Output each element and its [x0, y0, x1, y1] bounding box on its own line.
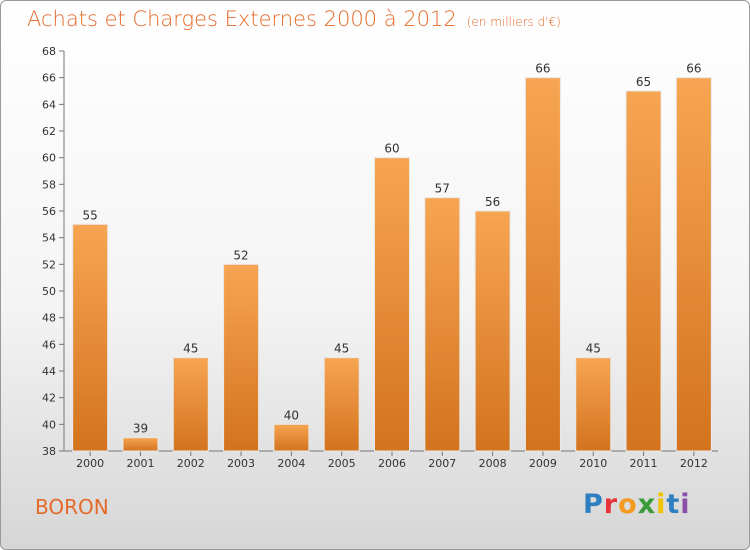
y-tick-label: 38: [42, 445, 56, 458]
data-label-2004: 40: [284, 408, 299, 422]
data-label-2011: 65: [636, 75, 651, 89]
data-label-2000: 55: [83, 208, 98, 222]
data-label-2007: 57: [435, 182, 450, 196]
bar-2012: [675, 77, 712, 452]
x-tick-label-2011: 2011: [630, 457, 658, 470]
y-tick-label: 40: [42, 418, 56, 431]
bar-2006: [374, 157, 410, 452]
commune-name: BORON: [35, 495, 109, 519]
bar-2009: [524, 77, 561, 452]
x-tick-label-2009: 2009: [529, 457, 557, 470]
chart-title: Achats et Charges Externes 2000 à 2012 (e…: [27, 7, 561, 31]
data-label-2003: 52: [233, 248, 248, 262]
data-label-2012: 66: [686, 62, 701, 76]
x-tick-label-2007: 2007: [428, 457, 456, 470]
data-label-2009: 66: [535, 62, 550, 76]
logo-letter: P: [583, 489, 604, 520]
logo-letter: r: [603, 489, 619, 520]
bar-2011: [625, 90, 662, 452]
chart-title-text: Achats et Charges Externes 2000 à 2012: [27, 7, 457, 31]
logo-letter: i: [680, 489, 691, 520]
bar-2000: [72, 223, 109, 452]
y-tick-label: 62: [42, 125, 56, 138]
y-tick-label: 60: [42, 152, 56, 165]
data-label-2006: 60: [384, 142, 399, 156]
x-tick-label-2008: 2008: [479, 457, 507, 470]
x-tick-label-2001: 2001: [126, 457, 154, 470]
bar-2002: [172, 357, 209, 452]
data-labels: 55 39 45 52 40 45 60 57 56 66 45 65 66: [83, 62, 702, 436]
bar-2001: [122, 437, 159, 452]
bar-2003: [223, 263, 260, 452]
bar-2005: [323, 357, 360, 452]
y-tick-label: 50: [42, 285, 56, 298]
x-tick-label-2006: 2006: [378, 457, 406, 470]
data-label-2010: 45: [586, 342, 601, 356]
chart-unit: (en milliers d'€): [466, 15, 561, 29]
y-tick-label: 56: [42, 205, 56, 218]
bars: [72, 77, 712, 452]
y-tick-label: 52: [42, 258, 56, 271]
y-tick-label: 66: [42, 72, 56, 85]
axes: 38 40 42 44 46 48 50 52 54 56 58 60 62 64 66 68 2000 2001…: [42, 45, 718, 470]
x-tick-label-2010: 2010: [579, 457, 607, 470]
y-tick-label: 46: [42, 338, 56, 351]
data-label-2001: 39: [133, 422, 148, 436]
bar-2007: [424, 197, 461, 452]
x-tick-label-2000: 2000: [76, 457, 104, 470]
y-tick-label: 64: [42, 98, 56, 111]
logo-letter: i: [656, 489, 667, 520]
logo-letter: o: [618, 489, 638, 520]
y-tick-label: 58: [42, 178, 56, 191]
bar-2004: [273, 423, 310, 452]
x-tick-label-2012: 2012: [680, 457, 708, 470]
data-label-2002: 45: [183, 342, 198, 356]
x-tick-label-2004: 2004: [277, 457, 305, 470]
data-label-2005: 45: [334, 342, 349, 356]
y-tick-label: 48: [42, 312, 56, 325]
x-tick-label-2005: 2005: [328, 457, 356, 470]
proxiti-logo[interactable]: Proxiti: [583, 489, 691, 520]
y-tick-label: 68: [42, 45, 56, 58]
bar-2008: [474, 210, 511, 452]
logo-letter: x: [637, 489, 657, 520]
y-tick-label: 54: [42, 232, 56, 245]
y-tick-label: 42: [42, 392, 56, 405]
x-tick-label-2003: 2003: [227, 457, 255, 470]
x-tick-label-2002: 2002: [177, 457, 205, 470]
bar-2010: [575, 357, 612, 452]
data-label-2008: 56: [485, 195, 500, 209]
y-tick-label: 44: [42, 365, 56, 378]
logo-letter: t: [666, 489, 681, 520]
